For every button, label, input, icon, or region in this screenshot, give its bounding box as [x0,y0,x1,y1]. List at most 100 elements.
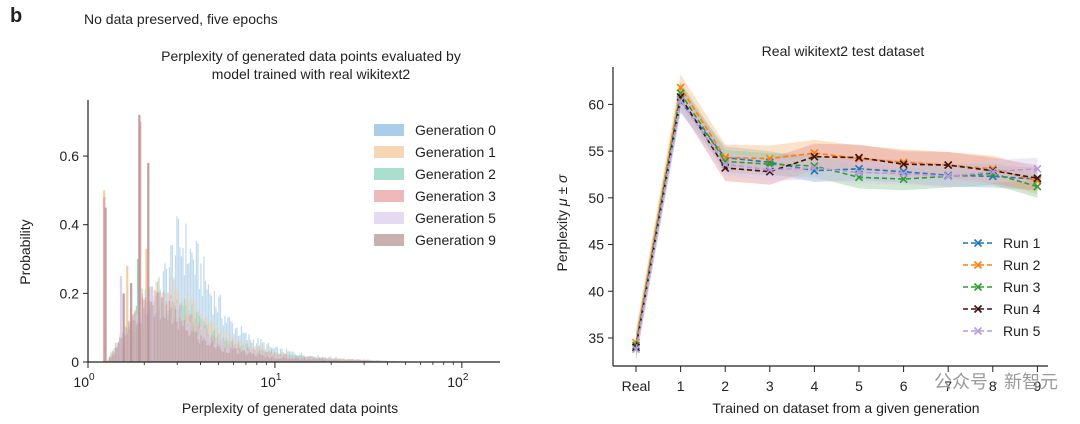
histogram-bar [170,307,172,362]
legend-label: Run 5 [1003,323,1041,339]
histogram-bar [224,347,226,362]
histogram-spike-bar [104,207,107,362]
line-chart-y-tick-label: 60 [588,96,604,112]
line-chart-series [631,83,1042,354]
histogram-bar [159,318,162,362]
histogram-bars [103,114,421,362]
histogram-bar [125,327,127,362]
histogram-spike-bar [122,293,125,362]
histogram-bar [291,357,294,362]
histogram-bar [218,345,220,362]
histogram-bar [204,340,207,362]
histogram-bar [150,301,153,362]
line-chart-y-tick-label: 40 [588,283,604,299]
histogram-bar [234,348,237,362]
line-chart-x-tick-label: 2 [721,378,729,394]
histogram-bar [177,329,180,362]
histogram-bar [321,359,324,362]
histogram-bar [203,338,205,362]
histogram-series-6 [104,114,421,362]
legend-label: Generation 5 [415,210,496,226]
histogram-bar [296,358,298,362]
histogram-bar [173,321,175,362]
line-chart-y-axis-label-text: Perplexity [554,206,570,271]
histogram-bar [317,359,319,362]
watermark-text: 公众号 · 新智元 [934,372,1058,392]
histogram-y-tick-label: 0.6 [60,148,80,164]
histogram-y-tick-label: 0.2 [60,285,80,301]
run-3-line [635,91,1038,346]
histogram-bar [275,353,277,362]
run-4-series [631,92,1042,352]
line-chart-x-tick-label: 7 [944,378,952,394]
histogram-spike-bar [136,259,140,362]
histogram-bar [156,292,159,362]
histogram-bar [144,297,147,362]
histogram-bar [266,355,268,362]
histogram-y-tick-label: 0 [71,354,79,370]
histogram-bar [261,355,264,362]
histogram-bar [117,342,120,362]
legend-marker [973,282,983,292]
histogram-bar [164,317,166,362]
line-chart-x-tick-label: 6 [900,378,908,394]
histogram-bar [195,331,198,362]
histogram-bar [197,243,199,362]
histogram-title-line-1: Perplexity of generated data points eval… [161,48,461,64]
histogram-bar [116,347,118,362]
histogram-bar [197,339,199,362]
legend-marker [973,260,983,270]
histogram-bar [357,360,360,362]
tick-label-exponent: 0 [89,372,95,383]
histogram-legend: Generation 0 Generation 1 Generation 2 Gene… [374,122,496,248]
histogram-x-axis-label: Perplexity of generated data points [182,400,398,416]
run-4-marker [899,160,908,169]
histogram-bar [141,297,144,362]
histogram-bar [311,359,313,362]
histogram-bar [288,358,291,362]
histogram-bar [209,345,211,362]
histogram-bar [158,292,160,362]
legend-swatch [374,190,404,202]
histogram-bar [297,358,300,362]
histogram-bar [185,330,187,362]
histogram-bar [185,223,187,362]
histogram-bar [155,313,157,362]
run-5-sigma-band [636,89,1038,361]
histogram-bar [240,351,243,362]
histogram-bar [213,347,216,362]
histogram-bar [230,347,232,362]
histogram-bar [327,359,330,362]
histogram-bar [182,248,184,362]
histogram-bar [114,347,117,362]
line-chart-x-tick-label: 1 [677,378,685,394]
histogram-spike-bar [147,162,150,362]
histogram-bar [273,358,276,362]
histogram-bar [222,340,225,362]
histogram-bar [183,320,186,362]
histogram-series-2 [103,190,421,362]
histogram-bar [246,355,249,362]
histogram-bar [219,294,222,362]
histogram-bar [275,359,277,362]
histogram-bar [305,359,307,362]
histogram-bar [126,333,129,362]
line-chart-x-tick-label: 3 [766,378,774,394]
histogram-bar [240,325,243,362]
histogram-bar [182,325,184,362]
histogram-bar [255,356,258,362]
histogram-bar [188,336,190,362]
histogram-bar [194,332,196,362]
line-chart-title: Real wikitext2 test dataset [762,43,925,59]
tick-label-base: 10 [260,374,276,390]
histogram-bar [320,359,322,362]
histogram-series-4 [103,121,421,362]
line-chart-x-tick-label: 8 [989,378,997,394]
histogram-bar [332,360,334,362]
histogram-bar [270,356,273,362]
legend-marker [973,238,983,248]
legend-entry-run-2: Run 2 [963,257,1041,273]
tick-label-base: 10 [73,374,89,390]
histogram-spike-bar [151,286,154,362]
run-2-sigma-band [636,74,1038,356]
